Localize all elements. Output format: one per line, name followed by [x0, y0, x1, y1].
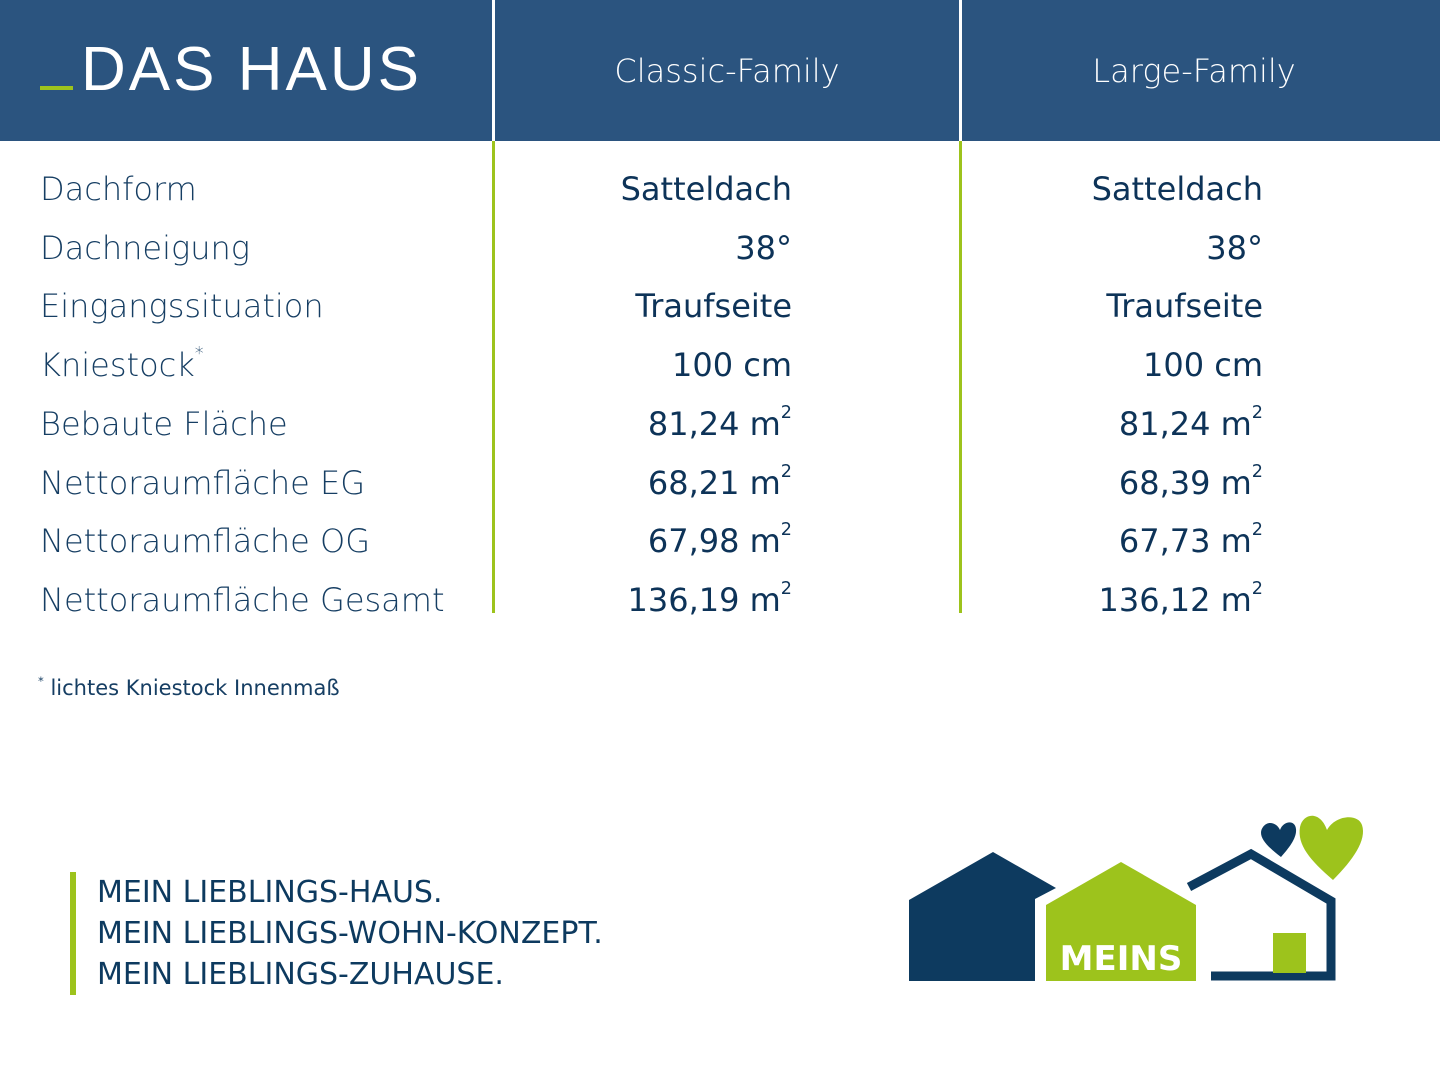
row-label-mark: * [194, 344, 204, 365]
value-classic: 100 cm [672, 346, 792, 384]
row-label-text: Nettoraumfläche EG [40, 463, 366, 502]
value-large: 81,24 m2 [1118, 402, 1263, 443]
slogan-line: MEIN LIEBLINGS-ZUHAUSE. [97, 957, 504, 992]
value-classic: Traufseite [635, 287, 792, 325]
house-green [1046, 862, 1196, 981]
value-text: 38° [1206, 228, 1263, 267]
value-text: Traufseite [1106, 287, 1263, 326]
value-text: 136,19 m [627, 580, 781, 619]
value-text: Satteldach [1091, 170, 1263, 208]
row-label-text: Dachform [40, 170, 197, 208]
value-unit-exp: 2 [1251, 520, 1263, 541]
house-navy [909, 852, 1056, 981]
value-unit-exp: 2 [780, 461, 792, 482]
value-classic: 136,19 m2 [627, 578, 792, 619]
column-header-classic: Classic-Family [614, 52, 840, 90]
table-row: Eingangssituation Traufseite Traufseite [0, 287, 1440, 345]
house-outline [1186, 848, 1336, 981]
value-classic: 38° [735, 229, 792, 267]
row-label-text: Nettoraumfläche Gesamt [40, 580, 445, 619]
table-row: Dachneigung 38° 38° [0, 229, 1440, 287]
logo-text: MEINS [1060, 939, 1183, 979]
divider [959, 141, 962, 613]
value-text: Traufseite [635, 287, 792, 326]
row-label: Nettoraumfläche Gesamt [40, 581, 445, 619]
footnote: * lichtes Kniestock Innenmaß [38, 674, 340, 700]
value-text: 100 cm [1142, 346, 1263, 385]
table-row: Nettoraumfläche OG 67,98 m2 67,73 m2 [0, 520, 1440, 580]
value-unit-exp: 2 [780, 520, 792, 541]
value-text: 68,21 m [647, 463, 781, 502]
value-text: Satteldach [620, 170, 792, 208]
table-row: Bebaute Fläche 81,24 m2 81,24 m2 [0, 402, 1440, 463]
value-large: Satteldach [1092, 170, 1263, 208]
value-unit-exp: 2 [1251, 461, 1263, 482]
heart-icon [1299, 815, 1364, 880]
value-classic: 68,21 m2 [647, 461, 792, 502]
divider [492, 141, 495, 613]
value-large: 136,12 m2 [1098, 578, 1263, 619]
value-text: 81,24 m [1118, 404, 1252, 443]
row-label: Nettoraumfläche EG [40, 464, 365, 502]
table-header: DAS HAUS Classic-Family Large-Family [0, 0, 1440, 141]
table-row: Nettoraumfläche Gesamt 136,19 m2 136,12 … [0, 578, 1440, 639]
value-classic: 67,98 m2 [647, 520, 792, 561]
page-title: DAS HAUS [40, 34, 422, 105]
table-row: Nettoraumfläche EG 68,21 m2 68,39 m2 [0, 461, 1440, 522]
value-large: 67,73 m2 [1118, 520, 1263, 561]
footnote-mark: * [38, 674, 44, 688]
value-unit-exp: 2 [780, 402, 792, 423]
slogan-line: MEIN LIEBLINGS-HAUS. [97, 875, 443, 910]
value-large: Traufseite [1106, 287, 1263, 325]
value-text: 67,73 m [1118, 522, 1252, 561]
value-classic: Satteldach [621, 170, 792, 208]
slogan: MEIN LIEBLINGS-HAUS. MEIN LIEBLINGS-WOHN… [70, 872, 603, 995]
divider [492, 0, 495, 141]
underscore-accent [40, 86, 73, 90]
table-row: Kniestock* 100 cm 100 cm [0, 344, 1440, 404]
row-label: Dachform [40, 170, 197, 208]
value-large: 68,39 m2 [1118, 461, 1263, 502]
row-label-text: Kniestock [40, 346, 195, 385]
row-label: Nettoraumfläche OG [40, 522, 370, 560]
row-label-text: Bebaute Fläche [40, 404, 288, 443]
row-label: Dachneigung [40, 229, 250, 267]
footnote-text: lichtes Kniestock Innenmaß [50, 676, 340, 700]
table-row: Dachform Satteldach Satteldach [0, 170, 1440, 228]
value-text: 81,24 m [647, 404, 781, 443]
row-label-text: Eingangssituation [40, 287, 324, 326]
value-unit-exp: 2 [1251, 578, 1263, 599]
value-text: 68,39 m [1118, 463, 1252, 502]
row-label-text: Nettoraumfläche OG [40, 522, 370, 561]
page-title-text: DAS HAUS [81, 35, 422, 104]
slogan-line: MEIN LIEBLINGS-WOHN-KONZEPT. [97, 916, 603, 951]
column-header-large: Large-Family [1092, 52, 1296, 90]
value-unit-exp: 2 [780, 578, 792, 599]
meins-logo: MEINS [909, 815, 1364, 981]
value-large: 100 cm [1143, 346, 1263, 384]
value-text: 67,98 m [647, 522, 781, 561]
row-label: Bebaute Fläche [40, 405, 288, 443]
value-text: 100 cm [671, 346, 792, 385]
door-icon [1273, 933, 1306, 973]
value-text: 38° [735, 228, 792, 267]
value-classic: 81,24 m2 [647, 402, 792, 443]
value-large: 38° [1206, 229, 1263, 267]
row-label: Eingangssituation [40, 287, 324, 325]
value-unit-exp: 2 [1251, 402, 1263, 423]
value-text: 136,12 m [1098, 580, 1252, 619]
row-label-text: Dachneigung [40, 228, 250, 267]
divider [959, 0, 962, 141]
row-label: Kniestock* [40, 344, 204, 385]
heart-icon [1261, 822, 1297, 857]
